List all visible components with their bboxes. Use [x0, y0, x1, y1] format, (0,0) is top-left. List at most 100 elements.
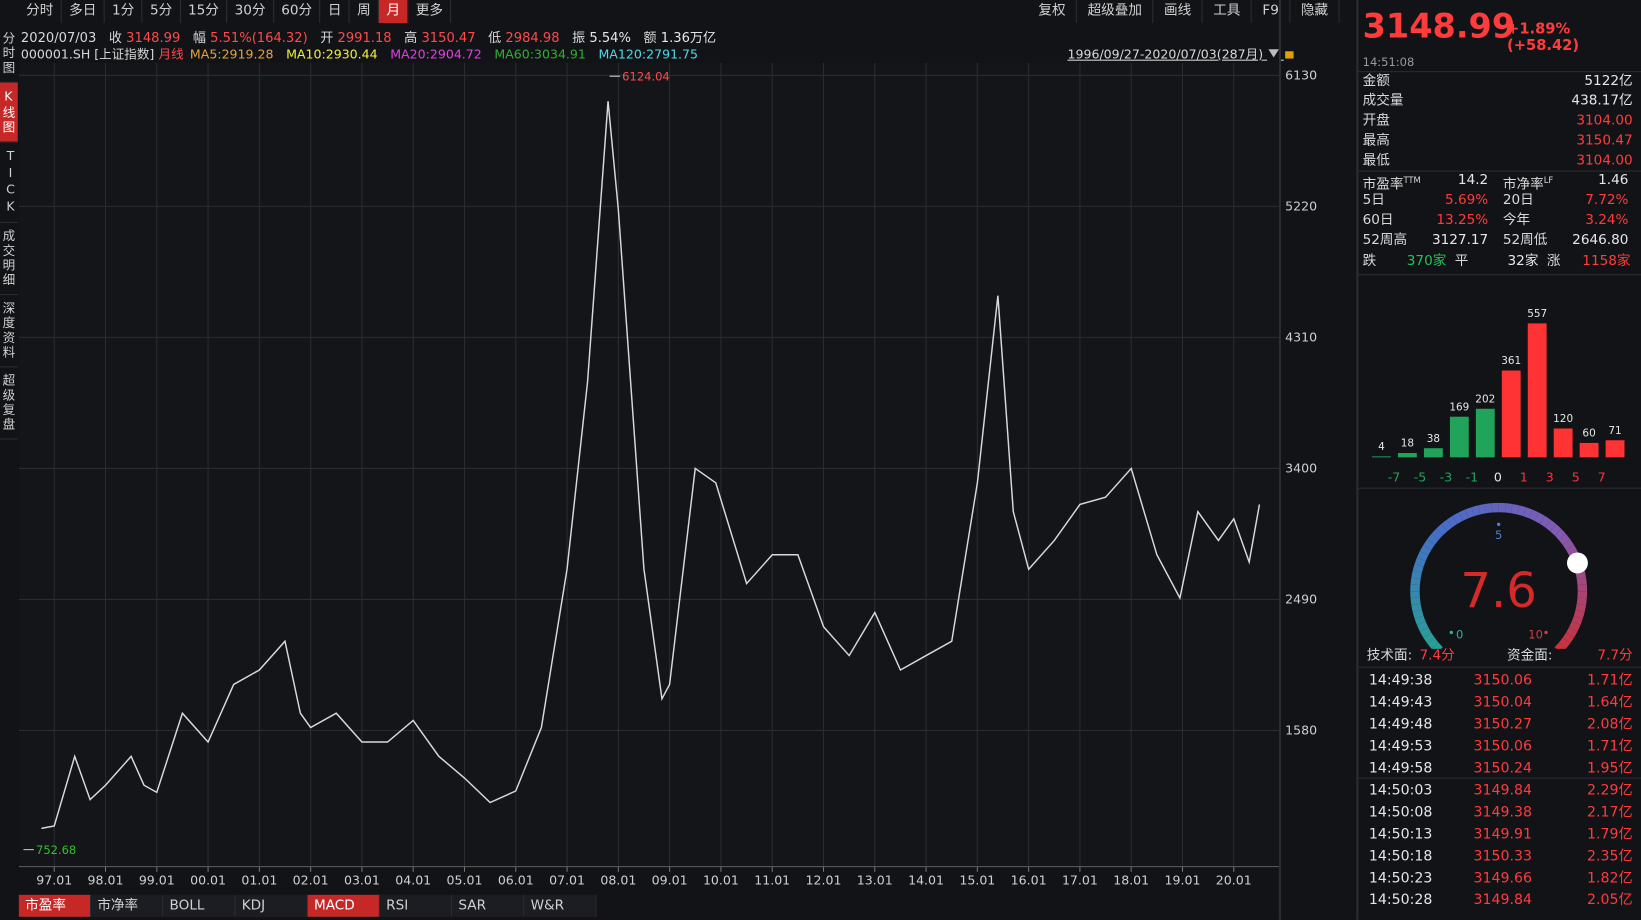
gauge-arc	[1431, 642, 1443, 649]
period-button[interactable]: 月	[379, 0, 409, 24]
tick-row: 14:49:48 3150.27 2.08亿	[1369, 714, 1633, 736]
gauge-arc	[1423, 539, 1435, 551]
x-tick-label: 20.01	[1216, 872, 1252, 887]
indicator-tabs: 市盈率 市净率 BOLL KDJ MACD RSI SAR W&R	[18, 894, 597, 917]
tick-amount: 1.71亿	[1587, 737, 1633, 755]
ratio-value: 14.2	[1457, 172, 1489, 189]
period-button[interactable]: 15分	[181, 0, 228, 24]
indicator-tab[interactable]: SAR	[452, 894, 525, 917]
x-tick-label: 07.01	[549, 872, 585, 887]
dropdown-icon	[1268, 49, 1279, 58]
quote-label: 高	[404, 29, 418, 46]
tool-button[interactable]: 画线	[1154, 0, 1203, 24]
gauge-arc	[1414, 557, 1426, 567]
y-tick-label: 5220	[1285, 199, 1317, 214]
indicator-tab[interactable]: BOLL	[163, 894, 236, 917]
gauge-arc	[1416, 551, 1429, 562]
tick-price: 3150.24	[1473, 759, 1532, 777]
bar	[1397, 453, 1417, 458]
ma-value: MA5:2919.28	[189, 47, 274, 62]
ma-value: MA10:2930.44	[286, 47, 378, 62]
tool-button[interactable]: 工具	[1203, 0, 1252, 24]
stat-value: 3150.47	[1576, 132, 1633, 149]
tick-price: 3150.33	[1473, 847, 1532, 865]
separator	[1358, 487, 1641, 489]
period-button[interactable]: 5分	[143, 0, 181, 24]
bar-label: 557	[1527, 308, 1547, 320]
tick-price: 3149.66	[1473, 869, 1532, 887]
period-button[interactable]: 多日	[62, 0, 105, 24]
bar	[1372, 456, 1391, 458]
gauge-arc	[1523, 507, 1533, 519]
y-tick-label: 3400	[1285, 461, 1317, 476]
bar-label: 120	[1553, 413, 1573, 425]
tick-time: 14:49:43	[1368, 693, 1433, 711]
period-button[interactable]: 周	[350, 0, 380, 24]
x-tick-label: 05.01	[447, 872, 483, 887]
gauge-arc	[1412, 563, 1424, 573]
side-tab[interactable]: K线图	[0, 82, 18, 143]
indicator-tab[interactable]: KDJ	[235, 894, 308, 917]
x-tick-label: 12.01	[806, 872, 842, 887]
period-button[interactable]: 30分	[227, 0, 274, 24]
gauge-arc	[1478, 503, 1487, 515]
gauge-tick-label: 10	[1528, 628, 1543, 642]
ratio-value: 1.46	[1598, 172, 1629, 189]
period-button[interactable]: 60分	[274, 0, 321, 24]
tick-time: 14:49:58	[1368, 759, 1433, 777]
gauge-arc	[1416, 621, 1429, 632]
bar-axis-label: 0	[1494, 469, 1502, 484]
period-button[interactable]: 日	[320, 0, 350, 24]
side-tab[interactable]: 超级复盘	[0, 367, 18, 440]
tool-button[interactable]: F9	[1252, 0, 1291, 24]
date-range[interactable]: 1996/09/27-2020/07/03(287月)	[1067, 45, 1294, 63]
tick-amount: 2.08亿	[1587, 715, 1633, 733]
indicator-tab[interactable]: RSI	[379, 894, 453, 917]
ratio-value: 3127.17	[1431, 232, 1489, 249]
side-tab[interactable]: 分时图	[0, 25, 18, 83]
breadth-cell: 平 32家	[1455, 251, 1543, 271]
x-tick-label: 19.01	[1165, 872, 1201, 887]
stat-row: 开盘 3104.00	[1363, 111, 1633, 131]
side-tab[interactable]: 成交明细	[0, 223, 18, 296]
bar-label: 60	[1582, 428, 1595, 440]
side-tab[interactable]: 深度资料	[0, 295, 18, 368]
tick-time: 14:50:28	[1368, 891, 1433, 909]
breadth-cell: 涨 1158家	[1547, 251, 1635, 271]
period-button[interactable]: 更多	[408, 0, 452, 24]
quote-label: 振	[572, 29, 586, 46]
period-button[interactable]: 1分	[105, 0, 143, 24]
gauge-arc	[1562, 632, 1575, 644]
annotation: 752.68	[36, 843, 76, 857]
gauge-arc	[1436, 524, 1448, 536]
indicator-tab[interactable]: 市净率	[91, 894, 164, 917]
tick-row: 14:49:43 3150.04 1.64亿	[1369, 692, 1633, 714]
tool-button[interactable]: 复权	[1028, 0, 1078, 24]
bar-axis-label: -7	[1388, 469, 1401, 484]
period-button[interactable]: 分时	[19, 0, 62, 24]
score-gauge: 0 5 10 7.6	[1410, 502, 1588, 649]
bar-label: 361	[1501, 355, 1521, 367]
breadth-label: 平	[1454, 253, 1469, 269]
bar-axis-label: 7	[1598, 469, 1606, 484]
gauge-arc	[1558, 637, 1571, 649]
stat-value: 5122亿	[1584, 73, 1633, 89]
stat-row: 最高 3150.47	[1363, 131, 1633, 151]
tool-button[interactable]: 超级叠加	[1077, 0, 1154, 24]
indicator-tab[interactable]: MACD	[307, 894, 380, 917]
score-value: 7.7分	[1597, 647, 1633, 664]
tool-button[interactable]: 隐藏	[1290, 0, 1340, 24]
gauge-arc	[1464, 507, 1475, 519]
gauge-tick-dot	[1449, 630, 1453, 635]
ma-legend: 000001.SH [上证指数] 月线 MA5:2919.28 MA10:2930.4…	[21, 45, 711, 63]
indicator-tab[interactable]: W&R	[524, 894, 597, 917]
gauge-arc	[1423, 632, 1435, 644]
score-value: 7.4分	[1419, 647, 1455, 664]
side-tab[interactable]: TICK	[0, 142, 18, 223]
indicator-tab[interactable]: 市盈率	[18, 894, 92, 917]
separator	[1358, 71, 1641, 73]
bar-label: 202	[1475, 393, 1495, 405]
gauge-tick-label: 5	[1495, 528, 1502, 542]
gauge-arc	[1573, 609, 1585, 619]
ma-value: MA120:2791.75	[598, 47, 699, 62]
